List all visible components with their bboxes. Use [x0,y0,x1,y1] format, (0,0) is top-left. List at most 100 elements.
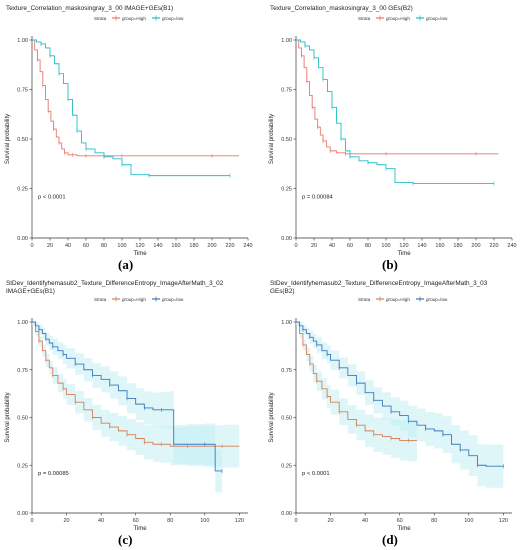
x-tick-label: 80 [167,518,173,524]
chart-title-line-2: IMAGE+GEs(B1) [6,288,55,295]
legend: Strata group=High group=low [94,15,184,21]
legend-label: group=High [386,297,410,302]
panel-label: (a) [118,257,134,272]
x-tick-label: 40 [65,243,71,249]
confidence-band [32,322,223,494]
p-value-annotation: p = 0.00085 [38,471,69,477]
y-tick-label: 0.00 [17,511,28,517]
p-value-annotation: p = 0.00084 [302,194,334,200]
y-tick-label: 0.00 [17,236,28,242]
x-tick-label: 120 [135,243,144,249]
x-tick-label: 40 [362,518,368,524]
x-tick-label: 20 [47,243,53,249]
x-axis-label: Time [397,526,411,532]
y-tick-label: 0.75 [17,368,28,374]
y-tick-label: 0.75 [17,88,28,94]
x-tick-label: 120 [499,518,508,524]
x-tick-label: 20 [327,518,333,524]
legend: Strata group=High group=low [358,296,448,302]
chart-panel-c: StDev_Identifyhemasub2_Texture_Differenc… [0,275,264,550]
legend-label: group=low [426,297,448,302]
y-tick-label: 1.00 [281,320,292,326]
legend-label: group=High [122,297,146,302]
x-tick-label: 0 [30,243,33,249]
x-tick-label: 240 [507,243,516,249]
survival-curve-low [296,321,504,467]
x-tick-label: 40 [98,518,104,524]
legend-label: group=low [162,297,184,302]
x-axis-label: Time [397,251,411,257]
confidence-band [296,322,504,489]
x-tick-label: 80 [365,243,371,249]
legend-title: Strata [94,297,107,302]
x-tick-label: 160 [435,243,444,249]
x-tick-label: 60 [397,518,403,524]
x-tick-label: 20 [311,243,317,249]
survival-curve-high [32,321,240,447]
x-tick-label: 160 [171,243,180,249]
y-tick-label: 1.00 [281,38,292,44]
x-axis-label: Time [133,526,147,532]
survival-curve-high [296,321,417,441]
y-axis-label: Survival probability [269,392,275,442]
x-tick-label: 0 [294,243,297,249]
x-tick-label: 80 [101,243,107,249]
x-tick-label: 180 [189,243,198,249]
chart-plot: Strata group=High group=low 0 20 40 60 80 100 120… [5,296,248,532]
x-tick-label: 220 [225,243,234,249]
chart-title-line-2: GEs(B2) [270,288,295,295]
chart-plot: Strata group=High group=low 0 20 40 60 80 100 120… [5,15,253,257]
survival-curve-low [296,39,494,184]
legend: Strata group=High group=low [358,15,448,21]
x-tick-label: 100 [381,243,390,249]
legend-label: group=High [386,16,410,21]
y-axis-label: Survival probability [5,392,11,442]
panel-label: (b) [382,257,398,272]
x-tick-label: 140 [153,243,162,249]
legend-title: Strata [358,16,371,21]
y-tick-label: 0.00 [281,236,292,242]
chart-panel-d: StDev_Identifyhemasub2_Texture_Differenc… [264,275,528,550]
x-tick-label: 80 [431,518,437,524]
p-value-annotation: p < 0.0001 [38,194,66,200]
x-tick-label: 60 [83,243,89,249]
x-axis-label: Time [133,251,147,257]
legend-title: Strata [358,297,371,302]
x-tick-label: 120 [399,243,408,249]
x-tick-label: 0 [30,518,33,524]
chart-title: Texture_Correlation_maskosingray_3_00 IM… [6,5,174,12]
x-tick-label: 20 [63,518,69,524]
legend-title: Strata [94,16,107,21]
p-value-annotation: p < 0.0001 [302,471,330,477]
y-tick-label: 0.25 [281,187,292,193]
y-tick-label: 0.50 [281,137,292,143]
survival-curve-high [32,39,239,157]
survival-curve-high [296,39,499,155]
y-tick-label: 0.50 [17,416,28,422]
y-tick-label: 0.25 [17,463,28,469]
x-tick-label: 140 [417,243,426,249]
y-tick-label: 0.00 [281,511,292,517]
chart-title-line-1: StDev_Identifyhemasub2_Texture_Differenc… [6,280,224,287]
y-tick-label: 0.50 [17,137,28,143]
chart-panel-b: Texture_Correlation_maskosingray_3_00 GE… [264,0,528,275]
y-axis-label: Survival probability [5,114,11,164]
confidence-band [296,322,417,463]
x-tick-label: 100 [464,518,473,524]
x-tick-label: 60 [133,518,139,524]
y-tick-label: 0.75 [281,88,292,94]
x-tick-label: 0 [294,518,297,524]
y-tick-label: 0.75 [281,368,292,374]
survival-curve-low [32,39,230,177]
chart-title: Texture_Correlation_maskosingray_3_00 GE… [270,5,413,12]
chart-title-line-1: StDev_Identifyhemasub2_Texture_Differenc… [270,280,488,287]
legend: Strata group=High group=low [94,296,184,302]
legend-label: group=High [122,16,146,21]
legend-label: group=low [162,16,184,21]
x-tick-label: 60 [347,243,353,249]
x-tick-label: 200 [471,243,480,249]
x-tick-label: 100 [117,243,126,249]
x-tick-label: 100 [200,518,209,524]
y-axis-label: Survival probability [269,114,275,164]
chart-plot: Strata group=High group=low 0 20 40 60 80 100 120… [269,296,512,532]
